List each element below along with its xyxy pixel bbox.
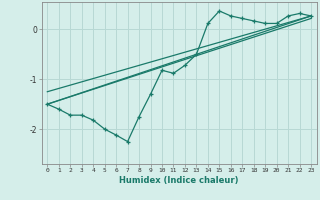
X-axis label: Humidex (Indice chaleur): Humidex (Indice chaleur) bbox=[119, 176, 239, 185]
